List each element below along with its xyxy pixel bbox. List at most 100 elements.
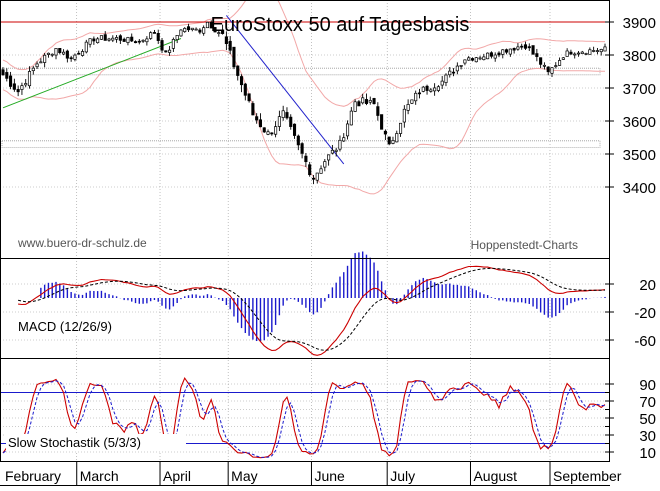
candle-body	[353, 101, 357, 112]
candle-body	[73, 54, 77, 60]
candle-body	[292, 123, 297, 136]
candle-body	[546, 66, 550, 73]
candle-body	[361, 97, 365, 104]
candle-body	[62, 51, 66, 55]
candle-body	[160, 40, 164, 51]
chart-title: EuroStoxx 50 auf Tagesbasis	[211, 14, 470, 36]
candle-body	[243, 83, 247, 96]
candle-body	[489, 52, 493, 57]
candle-body	[414, 92, 418, 102]
candle-body	[308, 164, 312, 176]
candle-body	[580, 51, 584, 54]
candle-body	[228, 40, 232, 51]
candle-body	[319, 168, 323, 174]
candle-body	[448, 70, 452, 76]
candle-body	[111, 37, 115, 41]
candle-body	[467, 57, 471, 61]
candle-body	[368, 100, 372, 103]
candle-body	[497, 52, 501, 56]
month-label: May	[231, 468, 257, 484]
candle-body	[561, 57, 565, 60]
candle-body	[417, 92, 422, 95]
candle-body	[425, 85, 429, 91]
candle-body	[474, 57, 478, 63]
candle-body	[406, 104, 410, 111]
uptrend-line	[2, 38, 182, 109]
stochastic-axis-tick-label: 10	[639, 445, 656, 462]
candle-body	[183, 28, 187, 32]
candle-body	[508, 48, 512, 55]
candle-body	[224, 36, 228, 45]
candle-body	[357, 101, 361, 107]
bollinger-lower-band	[2, 49, 605, 195]
candle-body	[523, 44, 528, 49]
candle-body	[584, 53, 588, 55]
candle-body	[345, 123, 350, 137]
candle-body	[440, 80, 444, 86]
candle-body	[436, 86, 440, 91]
candle-body	[300, 143, 304, 154]
candle-body	[493, 54, 497, 59]
candle-body	[236, 65, 240, 76]
candle-body	[198, 29, 202, 33]
candle-body	[80, 51, 85, 56]
candle-body	[554, 65, 558, 67]
candle-body	[531, 45, 535, 55]
candle-body	[315, 172, 319, 181]
candle-body	[501, 49, 505, 55]
candle-body	[133, 41, 138, 44]
candle-body	[152, 32, 156, 34]
candle-body	[50, 53, 54, 56]
candle-body	[516, 46, 520, 50]
price-axis-tick-label: 3800	[623, 48, 656, 65]
candle-body	[391, 140, 395, 144]
candle-body	[255, 116, 259, 121]
macd-line	[18, 265, 606, 356]
candle-body	[376, 106, 380, 116]
stochastic-axis-tick-label: 50	[639, 411, 656, 428]
candle-body	[54, 48, 58, 56]
macd-panel-layer	[17, 251, 606, 356]
stochastic-label-bg	[6, 434, 186, 451]
candle-body	[156, 33, 160, 41]
support-band	[1, 140, 601, 148]
month-label: April	[163, 468, 191, 484]
candle-body	[77, 52, 81, 55]
candle-body	[96, 38, 100, 44]
candle-body	[338, 139, 342, 150]
candle-body	[145, 38, 149, 43]
candle-body	[383, 130, 387, 135]
candle-body	[395, 133, 399, 143]
candle-body	[141, 39, 145, 42]
price-axis-tick-label: 3700	[623, 81, 656, 98]
stochastic-axis-tick-label: 90	[639, 377, 656, 394]
price-axis-tick-label: 3400	[623, 180, 656, 197]
stochastic-d-line	[2, 380, 606, 458]
candle-body	[20, 85, 24, 90]
month-label: February	[5, 468, 61, 484]
candle-body	[107, 38, 111, 41]
candle-body	[266, 131, 270, 135]
candle-body	[221, 29, 225, 34]
candle-body	[402, 108, 406, 123]
candle-body	[35, 63, 39, 68]
candle-body	[175, 35, 179, 40]
candle-body	[194, 28, 198, 31]
candle-body	[281, 110, 285, 118]
month-label: June	[314, 468, 345, 484]
candle-body	[69, 57, 73, 60]
candle-body	[171, 39, 175, 49]
candle-body	[539, 57, 543, 65]
candle-body	[239, 76, 244, 86]
candle-body	[115, 37, 119, 40]
candle-body	[410, 99, 414, 104]
candle-body	[444, 74, 448, 83]
candle-body	[186, 26, 191, 31]
candle-body	[599, 49, 603, 53]
candle-body	[323, 161, 327, 168]
candle-body	[16, 89, 20, 93]
candle-body	[349, 110, 353, 126]
candle-body	[217, 32, 221, 34]
